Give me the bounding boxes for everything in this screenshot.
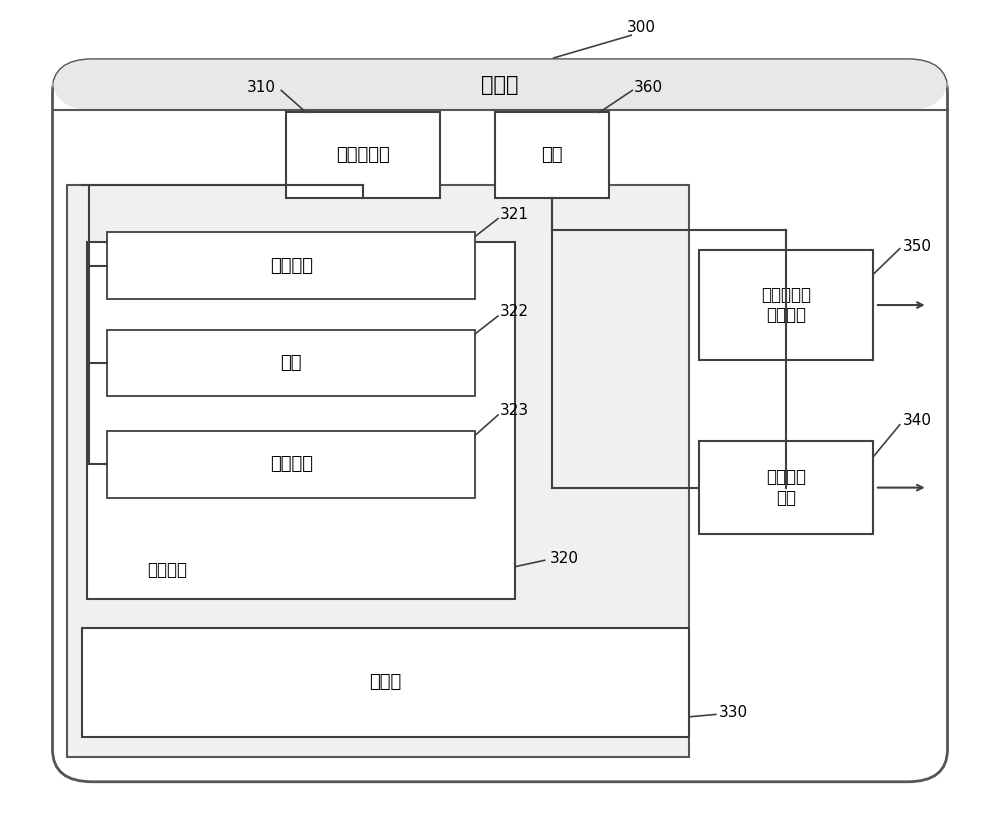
Bar [699, 441, 873, 534]
Text: 存储介质: 存储介质 [147, 561, 187, 579]
Bar [495, 112, 609, 198]
FancyBboxPatch shape [53, 60, 948, 110]
Text: 有线或无线
网络接口: 有线或无线 网络接口 [761, 286, 811, 324]
Text: 320: 320 [550, 551, 579, 566]
Text: 300: 300 [627, 20, 656, 34]
Bar [286, 112, 440, 198]
Bar [87, 242, 515, 599]
Text: 输入输出
接口: 输入输出 接口 [766, 468, 806, 507]
Text: 操作系统: 操作系统 [270, 257, 313, 275]
Text: 340: 340 [903, 413, 932, 428]
Bar [107, 431, 475, 498]
Text: 321: 321 [500, 207, 529, 222]
FancyBboxPatch shape [53, 60, 948, 782]
Text: 330: 330 [719, 705, 748, 721]
Text: 服务器: 服务器 [481, 74, 519, 95]
Bar [699, 250, 873, 359]
Text: 电源: 电源 [541, 146, 563, 164]
Text: 应用程序: 应用程序 [270, 456, 313, 474]
Bar [107, 330, 475, 396]
Bar [82, 627, 689, 737]
Text: 322: 322 [500, 305, 529, 319]
Text: 数据: 数据 [280, 354, 302, 372]
Text: 中央处理器: 中央处理器 [336, 146, 390, 164]
Text: 310: 310 [247, 81, 276, 96]
Text: 存储器: 存储器 [370, 673, 402, 691]
Bar [67, 185, 689, 757]
Text: 323: 323 [500, 404, 529, 418]
Bar [107, 232, 475, 299]
Text: 360: 360 [634, 81, 663, 96]
Text: 350: 350 [903, 239, 932, 254]
